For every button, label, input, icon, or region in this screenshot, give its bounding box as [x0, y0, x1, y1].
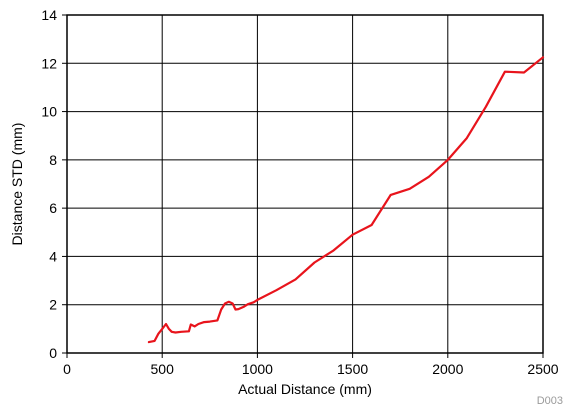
- data-point: [231, 302, 234, 305]
- y-tick-label: 14: [41, 7, 57, 23]
- data-point: [197, 323, 200, 325]
- data-point: [243, 305, 245, 308]
- data-point: [153, 340, 156, 342]
- data-point: [389, 194, 392, 196]
- data-point: [157, 332, 160, 335]
- data-point: [275, 289, 278, 292]
- data-point: [174, 331, 177, 334]
- data-point: [216, 319, 219, 322]
- x-tick-label: 2500: [527, 361, 558, 377]
- x-tick-label: 1500: [337, 361, 368, 377]
- data-point: [485, 105, 487, 108]
- x-tick-label: 2000: [432, 361, 463, 377]
- y-tick-label: 4: [49, 248, 57, 264]
- data-point: [193, 325, 196, 328]
- data-point: [542, 56, 544, 59]
- data-point: [224, 302, 226, 305]
- x-tick-label: 1000: [242, 361, 273, 377]
- y-tick-label: 2: [49, 297, 57, 313]
- data-point: [332, 249, 335, 252]
- data-point: [313, 261, 316, 264]
- data-point: [237, 308, 240, 310]
- x-axis-ticks: 0 500 1000 1500 2000 2500: [63, 353, 559, 377]
- data-point: [294, 278, 297, 281]
- data-point: [523, 71, 525, 74]
- data-point: [408, 188, 411, 190]
- y-tick-label: 12: [41, 55, 57, 71]
- data-point: [188, 330, 190, 333]
- y-tick-label: 0: [49, 345, 57, 361]
- data-point: [189, 323, 192, 326]
- data-point: [247, 303, 249, 306]
- y-tick-label: 6: [49, 200, 57, 216]
- grid-lines: [66, 14, 544, 354]
- data-point: [170, 330, 173, 333]
- data-point: [228, 301, 230, 303]
- data-point: [447, 159, 449, 161]
- y-axis-ticks: 0 2 4 6 8 10 12 14: [41, 7, 67, 361]
- x-tick-label: 500: [151, 361, 175, 377]
- data-point: [148, 341, 150, 343]
- data-point: [220, 308, 223, 311]
- data-point: [180, 330, 183, 333]
- data-point: [165, 323, 167, 325]
- data-point: [256, 299, 259, 301]
- data-point: [466, 137, 468, 139]
- data-point: [427, 175, 430, 178]
- plot-area-frame: [66, 14, 544, 354]
- data-point: [161, 328, 163, 330]
- data-point: [370, 224, 373, 226]
- data-series-line: [147, 56, 545, 344]
- data-point: [209, 320, 211, 323]
- x-tick-label: 0: [63, 361, 71, 377]
- data-point: [234, 308, 237, 311]
- y-tick-label: 8: [49, 152, 57, 168]
- y-tick-label: 10: [41, 104, 57, 120]
- x-axis-title: Actual Distance (mm): [238, 381, 372, 397]
- data-point: [203, 321, 205, 323]
- y-axis-title: Distance STD (mm): [9, 123, 25, 246]
- figure-id-label: D003: [537, 395, 563, 407]
- data-points: [148, 56, 544, 343]
- data-point: [504, 70, 506, 73]
- data-point: [252, 301, 255, 304]
- data-point: [351, 233, 354, 236]
- data-point: [168, 328, 170, 330]
